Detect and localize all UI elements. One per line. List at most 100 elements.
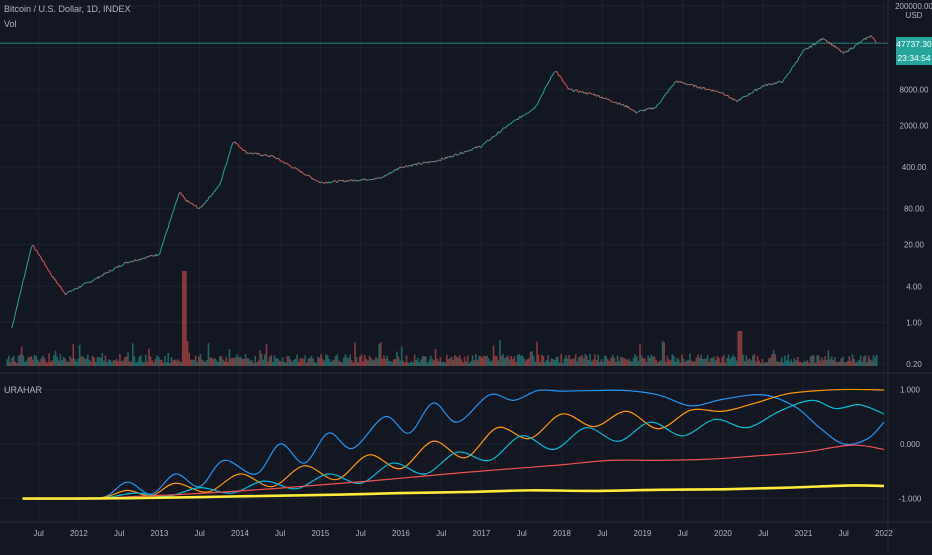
volume-bar xyxy=(673,356,675,366)
volume-bar xyxy=(494,356,496,366)
volume-bar xyxy=(507,356,509,366)
volume-bar xyxy=(195,356,197,366)
volume-bar xyxy=(250,361,252,366)
volume-bar xyxy=(254,356,256,366)
volume-bar xyxy=(853,359,855,366)
price-segment xyxy=(658,104,659,105)
volume-bar xyxy=(303,359,305,366)
volume-bar xyxy=(138,357,140,366)
volume-bar xyxy=(192,360,194,366)
price-segment xyxy=(780,81,781,82)
volume-bar xyxy=(390,361,392,366)
volume-bar xyxy=(525,361,527,366)
symbol-title[interactable]: Bitcoin / U.S. Dollar, 1D, INDEX xyxy=(4,4,131,14)
price-tick-label: 200000.00 xyxy=(895,2,932,11)
volume-bar xyxy=(243,359,245,366)
volume-bar xyxy=(688,360,690,366)
indicator-legend[interactable]: URAHAR xyxy=(4,385,42,395)
volume-bar xyxy=(403,361,405,366)
price-segment xyxy=(868,37,869,38)
volume-bar xyxy=(39,362,41,366)
volume-bar xyxy=(312,359,314,366)
price-badge: 47737.30 23:34:54 xyxy=(896,37,932,65)
volume-bar xyxy=(258,361,260,366)
price-segment xyxy=(38,254,39,255)
volume-bar xyxy=(27,357,29,366)
volume-bar xyxy=(354,342,356,366)
volume-bar xyxy=(762,359,764,366)
volume-bar xyxy=(87,355,89,366)
price-segment xyxy=(344,181,345,182)
volume-bar xyxy=(283,362,285,366)
volume-bar xyxy=(98,357,100,366)
volume-bar xyxy=(361,355,363,366)
volume-bar xyxy=(366,359,368,366)
volume-bar xyxy=(824,356,826,366)
price-segment xyxy=(71,291,72,292)
volume-bar xyxy=(411,361,413,366)
bar-countdown-label: 23:34:54 xyxy=(896,51,932,65)
volume-bar xyxy=(47,363,49,366)
volume-bar xyxy=(401,346,403,366)
volume-bar xyxy=(375,357,377,366)
price-segment xyxy=(331,182,332,183)
price-segment xyxy=(853,47,854,48)
volume-bar xyxy=(708,362,710,366)
price-segment xyxy=(192,203,193,204)
volume-bar xyxy=(113,360,115,366)
volume-bar xyxy=(631,362,633,366)
volume-bar xyxy=(538,355,540,366)
volume-bar xyxy=(193,360,195,366)
volume-bar xyxy=(169,363,171,366)
volume-bar xyxy=(66,361,68,366)
volume-bar xyxy=(180,362,182,366)
price-segment xyxy=(803,50,804,51)
volume-bar xyxy=(71,358,73,366)
volume-bar xyxy=(271,355,273,366)
volume-bar xyxy=(461,359,463,366)
volume-bar xyxy=(327,355,329,366)
price-segment xyxy=(280,161,281,162)
price-segment xyxy=(657,104,658,105)
volume-bar xyxy=(726,358,728,366)
volume-bar xyxy=(723,355,725,366)
price-segment xyxy=(442,158,443,159)
volume-bar xyxy=(137,361,139,366)
price-segment xyxy=(527,113,528,114)
volume-bar xyxy=(837,362,839,366)
volume-bar xyxy=(118,361,120,366)
time-tick-label: 2018 xyxy=(553,529,571,538)
volume-bar xyxy=(280,361,282,366)
volume-bar xyxy=(821,357,823,366)
price-segment xyxy=(91,281,92,282)
time-tick-label: 2014 xyxy=(231,529,249,538)
volume-bar xyxy=(459,355,461,366)
volume-bar xyxy=(836,362,838,366)
volume-bar xyxy=(11,358,13,366)
volume-bar xyxy=(477,360,479,366)
volume-bar xyxy=(786,360,788,366)
volume-bar xyxy=(795,360,797,366)
volume-bar xyxy=(583,359,585,366)
volume-bar xyxy=(111,362,113,366)
volume-bar xyxy=(568,355,570,366)
volume-bar xyxy=(448,359,450,366)
volume-bar xyxy=(789,361,791,366)
volume-legend[interactable]: Vol xyxy=(4,19,17,29)
price-segment xyxy=(501,131,502,132)
volume-bar xyxy=(443,362,445,366)
volume-bar xyxy=(182,271,184,366)
volume-bar xyxy=(171,357,173,366)
volume-bar xyxy=(328,359,330,366)
volume-bar xyxy=(475,354,477,366)
volume-bar xyxy=(869,360,871,366)
volume-bar xyxy=(539,362,541,366)
volume-bar xyxy=(630,361,632,366)
volume-bar xyxy=(108,359,110,366)
volume-bar xyxy=(119,354,121,366)
volume-bar xyxy=(391,362,393,366)
volume-bar xyxy=(272,362,274,366)
volume-bar xyxy=(861,362,863,366)
